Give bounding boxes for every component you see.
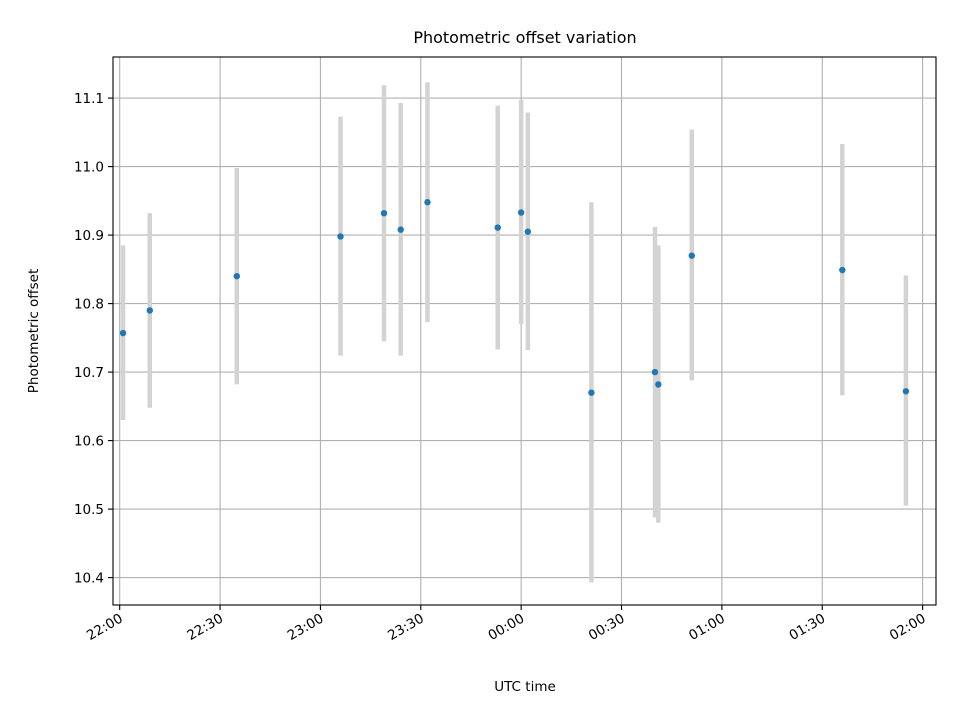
data-point bbox=[494, 224, 501, 231]
x-tick-label: 00:30 bbox=[586, 611, 628, 644]
x-tick-label: 00:00 bbox=[485, 611, 527, 644]
y-tick-label: 10.7 bbox=[74, 365, 104, 381]
data-point bbox=[688, 252, 695, 259]
data-point bbox=[380, 209, 388, 217]
y-tick-label: 10.9 bbox=[74, 228, 104, 244]
data-point bbox=[839, 266, 846, 274]
x-tick-label: 01:00 bbox=[686, 611, 728, 644]
plot-frame bbox=[112, 56, 937, 606]
data-point bbox=[233, 273, 240, 280]
data-point bbox=[517, 209, 525, 216]
x-tick-label: 22:00 bbox=[84, 611, 126, 644]
data-point bbox=[337, 233, 344, 240]
data-points bbox=[119, 199, 910, 396]
data-point bbox=[655, 381, 662, 388]
x-axis-ticks: 22:00 22:30 23:00 23:30 00:00 00:30 01:00 01:30… bbox=[84, 605, 929, 644]
error-bars bbox=[120, 82, 909, 583]
x-tick-label: 22:30 bbox=[184, 611, 226, 644]
data-point bbox=[651, 368, 659, 376]
data-point bbox=[397, 226, 404, 233]
y-tick-label: 10.8 bbox=[74, 297, 104, 313]
x-tick-label: 23:30 bbox=[385, 611, 427, 644]
data-point bbox=[424, 199, 431, 206]
x-axis-label: UTC time bbox=[494, 679, 556, 695]
data-point bbox=[588, 389, 595, 396]
y-tick-label: 10.6 bbox=[74, 434, 104, 450]
y-tick-label: 10.4 bbox=[74, 571, 104, 587]
data-point bbox=[902, 388, 910, 395]
data-point bbox=[119, 329, 127, 337]
y-tick-label: 10.5 bbox=[74, 502, 104, 518]
y-tick-label: 11.1 bbox=[74, 91, 104, 107]
chart-title: Photometric offset variation bbox=[413, 28, 636, 47]
x-tick-label: 02:00 bbox=[887, 611, 929, 644]
grid bbox=[113, 57, 936, 605]
data-point bbox=[524, 228, 532, 235]
x-tick-label: 23:00 bbox=[285, 611, 327, 644]
data-point bbox=[146, 307, 154, 314]
y-axis-label: Photometric offset bbox=[26, 269, 42, 393]
y-tick-label: 11.0 bbox=[74, 160, 104, 176]
y-axis-ticks: 10.4 10.5 10.6 10.7 10.8 10.9 11.0 11.1 bbox=[74, 91, 113, 587]
x-tick-label: 01:30 bbox=[787, 611, 829, 644]
